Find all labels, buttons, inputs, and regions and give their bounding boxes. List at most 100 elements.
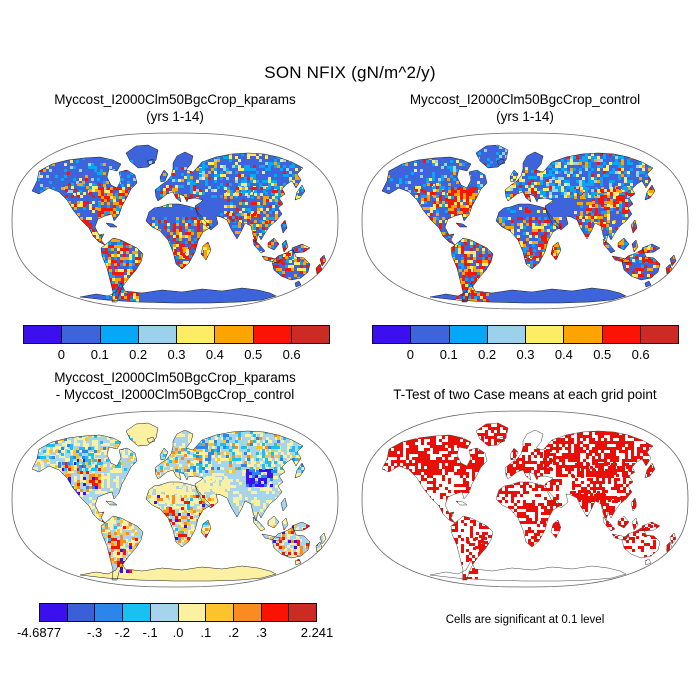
colorbar-tick-label: 0.2 — [129, 347, 148, 362]
coastline — [509, 169, 519, 183]
coastline — [644, 184, 656, 201]
landmass — [430, 283, 626, 303]
colorbar-cell — [62, 326, 101, 343]
colorbar-tick-label: -.1 — [142, 625, 158, 640]
panel-title-top-left: Myccost_I2000Clm50BgcCrop_kparams (yrs 1… — [10, 91, 340, 125]
coastline — [261, 533, 281, 542]
coastline — [146, 436, 156, 444]
coastline — [267, 515, 280, 529]
panel-title-top-right: Myccost_I2000Clm50BgcCrop_control (yrs 1… — [360, 91, 690, 125]
coastline — [294, 462, 306, 479]
coastline — [200, 241, 212, 261]
coastline — [315, 541, 323, 553]
colorbar-tick-label: 0.4 — [205, 347, 224, 362]
coastline — [281, 239, 289, 253]
coastline — [550, 519, 562, 539]
coastline — [504, 151, 654, 244]
colorbar-cells — [372, 325, 679, 344]
coastline — [79, 282, 277, 304]
coastline — [252, 516, 266, 532]
coastline — [381, 156, 488, 246]
panel-title-bottom-left: Myccost_I2000Clm50BgcCrop_kparams - Mycc… — [10, 369, 340, 403]
coastline — [125, 422, 159, 447]
coastline — [281, 517, 289, 531]
coastline — [280, 497, 288, 512]
colorbar-cell — [602, 326, 641, 343]
coastline — [125, 144, 159, 169]
colorbar-cell — [178, 604, 207, 621]
colorbar-difference: -4.6877 -.3 -.2 -.1 .0 .1 .2 .3 2.241 — [17, 603, 333, 640]
coastline — [496, 436, 506, 444]
colorbar-cell — [95, 604, 124, 621]
coastline — [79, 560, 277, 582]
colorbar-cell — [564, 326, 603, 343]
coastline — [105, 222, 118, 228]
coastline — [669, 254, 677, 267]
map-top-right-control — [361, 132, 689, 310]
coastline — [100, 515, 144, 581]
colorbar-tick-label: .1 — [200, 625, 212, 640]
coastline — [159, 447, 169, 461]
colorbar-tick-label: -.3 — [87, 625, 103, 640]
coastline — [495, 203, 562, 270]
colorbar-cell — [411, 326, 450, 343]
map-bottom-left-difference — [11, 410, 339, 588]
colorbar-cell — [215, 326, 254, 343]
coastline — [455, 500, 468, 506]
colorbar-cell — [291, 326, 329, 343]
map-bottom-right-ttest — [361, 410, 689, 588]
coastline — [450, 515, 494, 581]
coastline — [631, 517, 639, 531]
map-top-left-kparams — [11, 132, 339, 310]
coastline — [644, 280, 652, 288]
colorbar-tick-label: 0.2 — [478, 347, 497, 362]
colorbar-cell — [123, 604, 151, 621]
panel-title-bottom-right-line1: T-Test of two Case means at each grid po… — [393, 387, 657, 402]
landmass — [106, 223, 117, 227]
coastline — [200, 519, 212, 539]
coastline — [280, 219, 288, 234]
coastline — [294, 558, 302, 566]
coastline — [291, 243, 311, 254]
coastline — [154, 429, 304, 522]
colorbar-tick-label: .2 — [228, 625, 240, 640]
colorbar-tick-label: 0.3 — [167, 347, 186, 362]
coastline — [617, 237, 630, 251]
coastline — [291, 521, 311, 532]
coastline — [159, 169, 169, 183]
coastline — [617, 515, 630, 529]
panel-title-top-right-line2: (yrs 1-14) — [496, 109, 554, 124]
coastline — [381, 434, 488, 524]
colorbar-cell — [640, 326, 678, 343]
colorbar-cell — [449, 326, 488, 343]
panel-title-top-left-line1: Myccost_I2000Clm50BgcCrop_kparams — [54, 92, 296, 107]
colorbar-tick-labels: -4.6877 -.3 -.2 -.1 .0 .1 .2 .3 2.241 — [17, 622, 333, 640]
coastline — [665, 541, 673, 553]
colorbar-mean-right: 0 0.1 0.2 0.3 0.4 0.5 0.6 — [372, 325, 679, 362]
colorbar-cell — [487, 326, 526, 343]
colorbar-tick-label: 0.1 — [90, 347, 109, 362]
colorbar-cell — [67, 604, 96, 621]
colorbar-mean-left: 0 0.1 0.2 0.3 0.4 0.5 0.6 — [23, 325, 330, 362]
coastline — [475, 422, 509, 447]
coastline — [611, 255, 631, 264]
coastline — [475, 144, 509, 169]
coastline — [602, 516, 616, 532]
coastline — [644, 558, 652, 566]
coastline — [267, 237, 280, 251]
panel-title-bottom-right: T-Test of two Case means at each grid po… — [360, 386, 690, 403]
coastline — [621, 526, 661, 559]
coastline — [496, 158, 506, 166]
ttest-significance-caption: Cells are significant at 0.1 level — [445, 614, 605, 626]
coastline — [611, 533, 631, 542]
colorbar-cell — [261, 604, 290, 621]
figure-title: SON NFIX (gN/m^2/y) — [264, 63, 436, 82]
coastline — [319, 532, 327, 545]
coastline — [641, 243, 661, 254]
colorbar-cell — [24, 326, 63, 343]
colorbar-cells — [39, 603, 317, 622]
colorbar-tick-label: 2.241 — [300, 625, 334, 640]
coastline — [665, 263, 673, 275]
colorbar-cell — [40, 604, 68, 621]
